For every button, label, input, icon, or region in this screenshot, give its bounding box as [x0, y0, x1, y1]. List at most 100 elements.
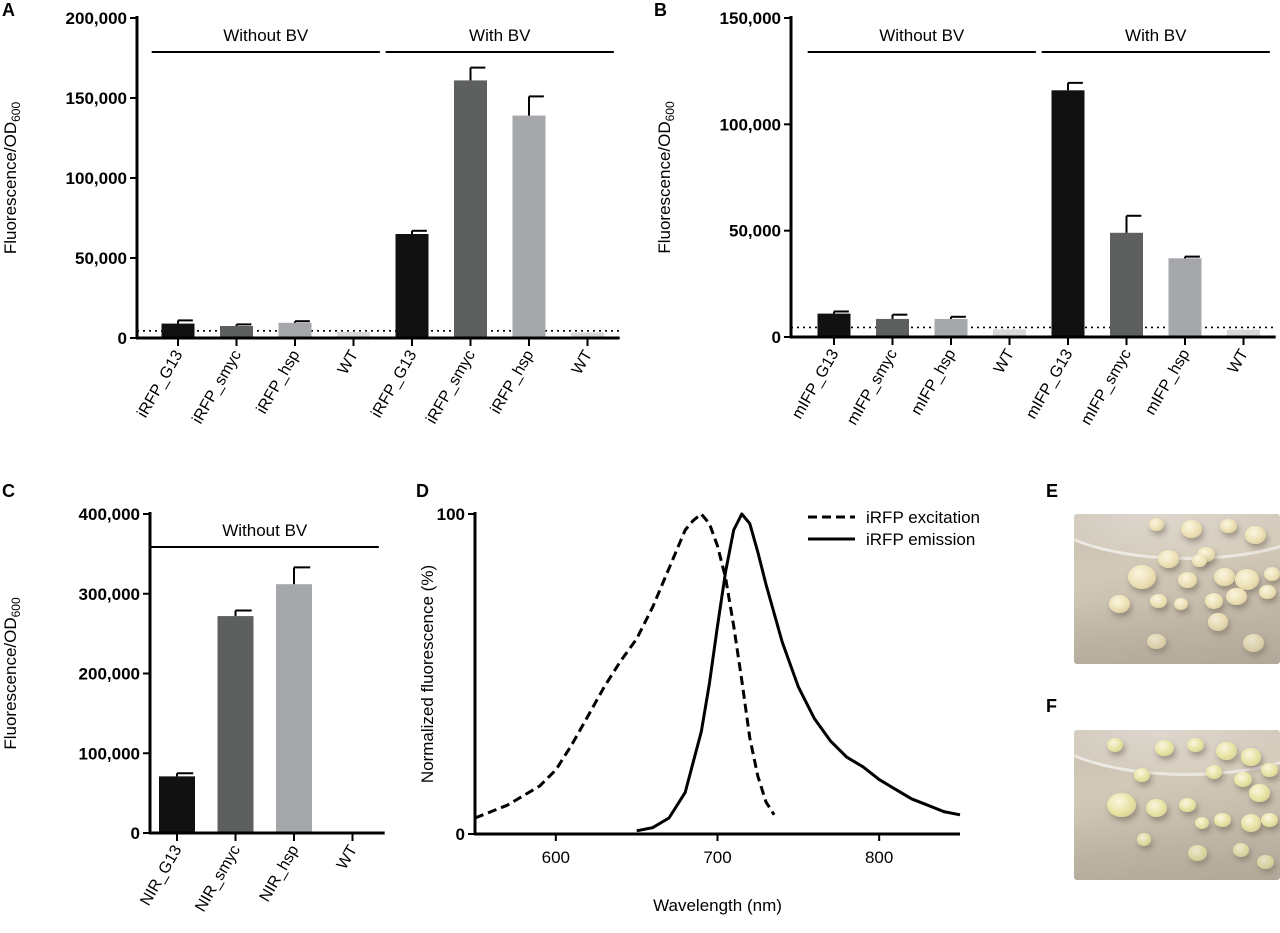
- colony: [1257, 854, 1274, 869]
- a-xtick-label: iRFP_G13: [134, 347, 186, 420]
- colony: [1127, 564, 1157, 590]
- c-xtick-label: NIR_G13: [137, 842, 185, 908]
- b-bar: [1110, 232, 1143, 337]
- colony: [1259, 584, 1276, 599]
- a-xtick-label: iRFP_smyc: [423, 348, 479, 427]
- colony: [1106, 792, 1136, 818]
- colony: [1240, 748, 1262, 766]
- colony: [1178, 572, 1197, 588]
- a-xtick-label: iRFP_smyc: [189, 348, 245, 427]
- c-group-label: Without BV: [222, 521, 308, 540]
- colony: [1150, 593, 1167, 608]
- colony: [1133, 767, 1151, 782]
- b-ytick-label: 100,000: [720, 115, 781, 134]
- a-bar: [278, 322, 312, 338]
- colony: [1155, 740, 1174, 756]
- chart-c: 0 100,000 200,000 300,000 400,000 Fluorescenc…: [1, 505, 385, 915]
- panel-label-f: F: [1046, 696, 1057, 716]
- colony: [1109, 595, 1130, 613]
- panel-label-c: C: [2, 481, 15, 501]
- a-bar: [454, 80, 487, 339]
- b-xtick-label: WT: [991, 346, 1018, 376]
- b-bar: [876, 318, 909, 337]
- a-ylabel: Fluorescence/OD600: [1, 102, 23, 255]
- a-group-label: Without BV: [223, 26, 309, 45]
- a-ytick-label: 50,000: [75, 249, 127, 268]
- colony: [1136, 833, 1152, 846]
- d-legend-label: iRFP excitation: [866, 508, 980, 527]
- d-xlabel: Wavelength (nm): [653, 896, 782, 915]
- chart-b: 0 50,000 100,000 150,000 Fluorescence/OD600 m…: [655, 9, 1276, 428]
- colony: [1220, 518, 1237, 533]
- b-bar: [934, 318, 968, 337]
- c-ytick-label: 400,000: [79, 505, 140, 524]
- b-bar: [817, 313, 851, 337]
- b-bar: [993, 329, 1026, 337]
- colony: [1232, 842, 1250, 857]
- b-xtick-label: mIFP_hsp: [908, 346, 959, 418]
- chart-d: 0 100 600 700 800 Wavelength (nm) Normalized f…: [418, 505, 980, 915]
- b-group-label: Without BV: [879, 26, 965, 45]
- a-xtick-label: iRFP_hsp: [488, 347, 538, 416]
- panel-label-d: D: [416, 481, 429, 501]
- colony: [1244, 526, 1266, 544]
- b-bar: [1168, 258, 1202, 337]
- a-ytick-label: 0: [118, 329, 127, 348]
- colony: [1146, 799, 1167, 817]
- c-ytick-label: 0: [131, 824, 140, 843]
- b-ylabel: Fluorescence/OD600: [655, 101, 677, 254]
- colony: [1106, 737, 1124, 752]
- colony: [1147, 633, 1166, 650]
- a-bar: [337, 331, 370, 338]
- colony: [1261, 812, 1278, 827]
- c-bar: [159, 776, 195, 833]
- colony: [1214, 812, 1231, 827]
- panel-label-a: A: [2, 0, 15, 20]
- b-xtick-label: mIFP_smyc: [1078, 347, 1135, 429]
- c-xtick-label: WT: [334, 842, 361, 872]
- c-bar: [217, 616, 254, 833]
- colony: [1207, 613, 1229, 631]
- b-xtick-label: mIFP_hsp: [1142, 346, 1193, 418]
- d-xtick-label: 800: [865, 848, 893, 867]
- colony: [1240, 814, 1262, 832]
- colony: [1149, 518, 1164, 531]
- panel-label-b: B: [654, 0, 667, 20]
- colony: [1214, 568, 1235, 586]
- colony: [1192, 554, 1207, 567]
- a-bar: [512, 115, 546, 338]
- colony: [1204, 593, 1224, 609]
- d-xtick-label: 700: [703, 848, 731, 867]
- plate-photo-f: [1074, 730, 1280, 880]
- chart-a: 0 50,000 100,000 150,000 200,000 Fluorescence…: [1, 9, 620, 427]
- colony: [1205, 764, 1223, 779]
- plate-photo-e: [1074, 514, 1280, 664]
- d-ylabel: Normalized fluorescence (%): [418, 565, 437, 783]
- colony: [1187, 737, 1204, 752]
- colony: [1263, 566, 1280, 581]
- d-xtick-label: 600: [542, 848, 570, 867]
- c-ytick-label: 100,000: [79, 744, 140, 763]
- c-xtick-label: NIR_smyc: [192, 843, 244, 915]
- a-bar: [220, 326, 253, 338]
- b-xtick-label: mIFP_smyc: [844, 347, 901, 429]
- a-group-label: With BV: [469, 26, 531, 45]
- c-ytick-label: 200,000: [79, 665, 140, 684]
- c-ylabel: Fluorescence/OD600: [1, 597, 23, 750]
- b-xtick-label: WT: [1225, 346, 1252, 376]
- a-xtick-label: iRFP_G13: [368, 347, 420, 420]
- b-xtick-label: mIFP_G13: [789, 346, 842, 422]
- c-xtick-label: NIR_hsp: [257, 842, 303, 904]
- b-xtick-label: mIFP_G13: [1023, 346, 1076, 422]
- b-ytick-label: 150,000: [720, 9, 781, 28]
- a-bar: [571, 332, 604, 338]
- colony: [1226, 587, 1248, 606]
- c-bar: [276, 584, 312, 833]
- colony: [1173, 597, 1189, 611]
- c-ytick-label: 300,000: [79, 585, 140, 604]
- d-legend-label: iRFP emission: [866, 530, 975, 549]
- a-xtick-label: WT: [335, 347, 362, 377]
- panel-label-e: E: [1046, 481, 1058, 501]
